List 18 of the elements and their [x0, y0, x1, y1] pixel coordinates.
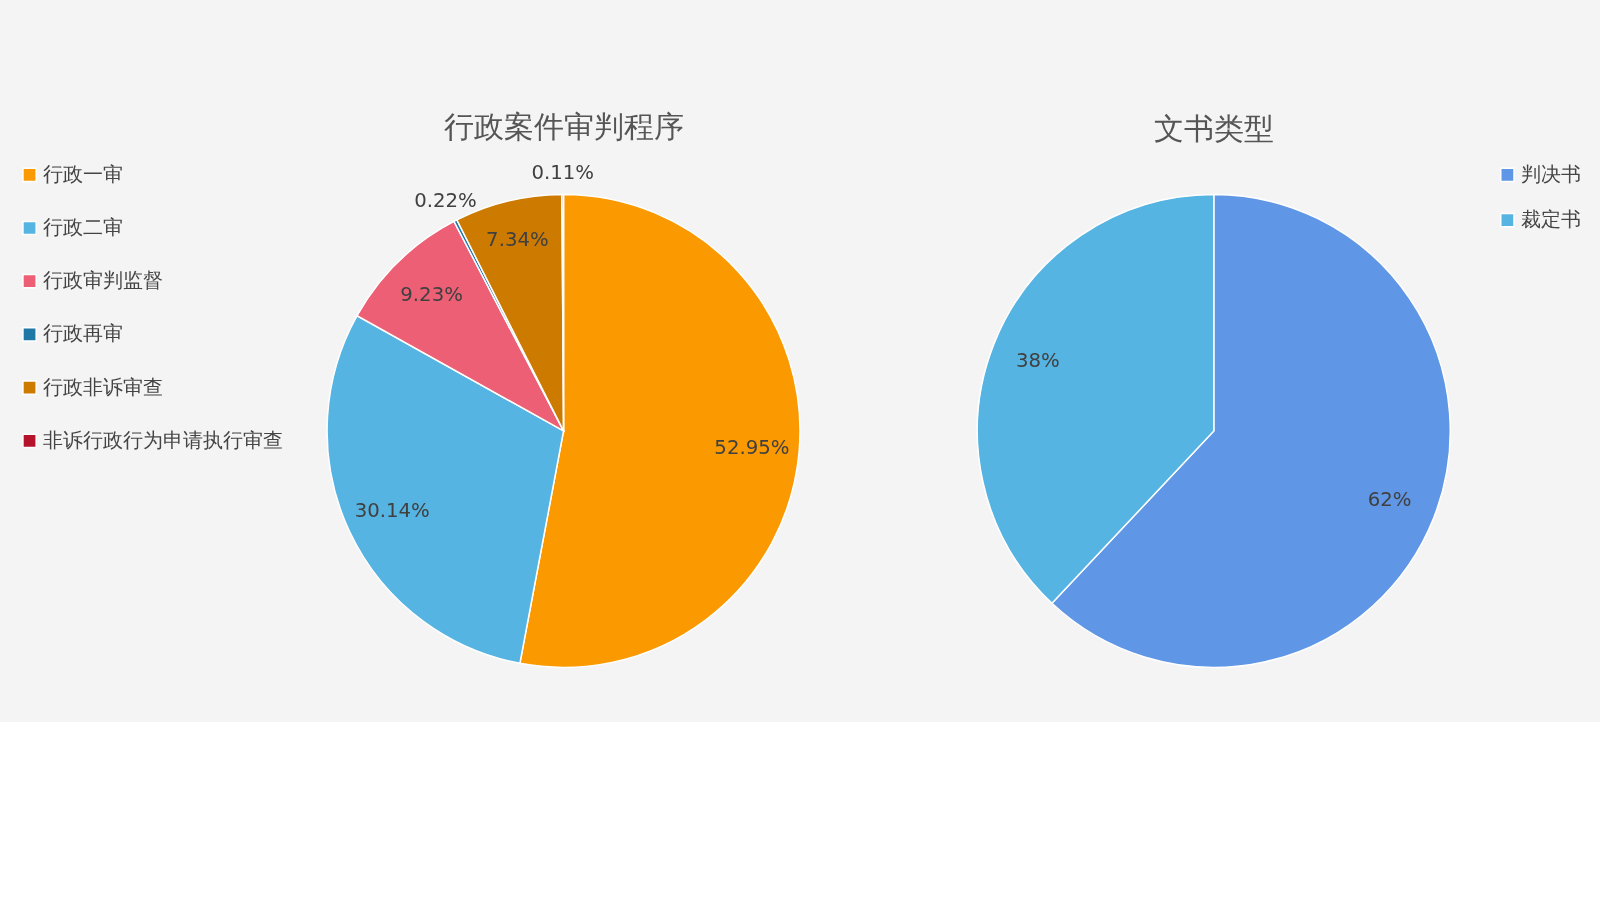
- data-label: 7.34%: [486, 228, 549, 252]
- data-label: 62%: [1367, 488, 1412, 512]
- legend-label: 非诉行政行为申请执行审查: [43, 428, 284, 452]
- legend-label: 行政再审: [43, 322, 124, 346]
- chart-title: 行政案件审判程序: [443, 110, 684, 145]
- legend-label: 行政二审: [43, 215, 124, 239]
- data-label: 30.14%: [354, 499, 430, 523]
- data-label: 9.23%: [400, 283, 463, 307]
- data-label: 38%: [1016, 349, 1060, 373]
- legend-label: 裁定书: [1521, 208, 1582, 232]
- legend-label: 行政审判监督: [43, 269, 164, 293]
- data-label: 0.11%: [531, 160, 594, 184]
- data-label: 52.95%: [714, 436, 790, 460]
- chart-title: 文书类型: [1153, 112, 1274, 147]
- legend-label: 判决书: [1521, 162, 1582, 186]
- legend-label: 行政非诉审查: [43, 375, 164, 399]
- data-label: 0.22%: [414, 189, 477, 213]
- legend-label: 行政一审: [43, 162, 124, 186]
